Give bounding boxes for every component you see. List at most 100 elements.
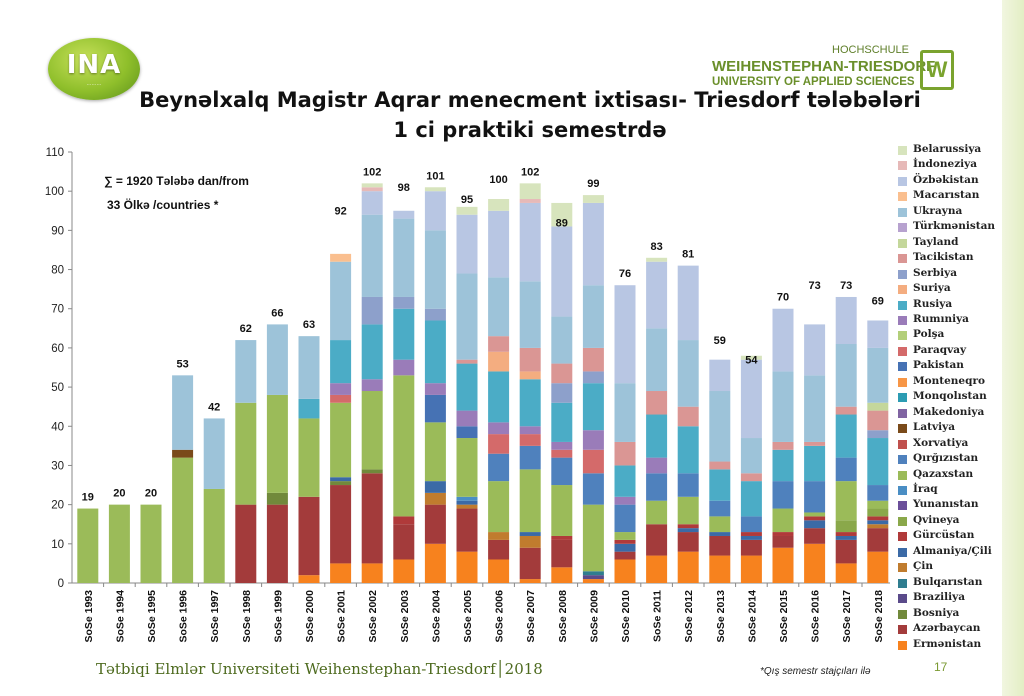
- bar-segment: [835, 296, 857, 344]
- legend-swatch: [898, 192, 907, 202]
- bar-total-label: 70: [777, 292, 789, 304]
- bar-segment: [424, 383, 446, 395]
- bar-segment: [677, 528, 699, 533]
- bar-segment: [582, 285, 604, 348]
- bar-segment: [740, 535, 762, 540]
- x-tick-label: SoSe 2009: [588, 590, 600, 643]
- legend-label: Bosniya: [913, 606, 960, 619]
- bar-segment: [424, 191, 446, 231]
- bar-segment: [456, 273, 478, 360]
- bar-segment: [614, 551, 636, 560]
- bar-segment: [804, 324, 826, 376]
- bar-total-label: 95: [461, 194, 473, 206]
- bar-segment: [740, 359, 762, 439]
- bar-segment: [488, 434, 510, 454]
- bar-segment: [835, 563, 857, 583]
- bar-segment: [677, 265, 699, 341]
- legend-label: İraq: [913, 482, 938, 495]
- bar-segment: [835, 532, 857, 536]
- bar-segment: [298, 336, 320, 399]
- bar-segment: [361, 296, 383, 325]
- y-tick-label: 70: [51, 304, 64, 316]
- bar-segment: [456, 214, 478, 274]
- bar-segment: [488, 210, 510, 278]
- y-tick-label: 90: [51, 225, 64, 237]
- legend-label: Polşa: [913, 328, 945, 341]
- bar-segment: [456, 359, 478, 364]
- bar-segment: [646, 257, 668, 262]
- bar-total-label: 98: [398, 182, 410, 194]
- bar-segment: [551, 402, 573, 442]
- bar-segment: [772, 371, 794, 442]
- bar-segment: [646, 457, 668, 474]
- legend-label: İndoneziya: [913, 158, 978, 171]
- bar-segment: [835, 535, 857, 540]
- countries-annotation: 33 Ölkə /countries *: [107, 198, 219, 212]
- bar-segment: [330, 563, 352, 583]
- legend-swatch: [898, 146, 907, 155]
- bar-segment: [867, 438, 889, 486]
- legend-swatch: [898, 455, 907, 465]
- bar-segment: [393, 516, 415, 525]
- bar-segment: [804, 481, 826, 513]
- bar-segment: [709, 391, 731, 462]
- bar-segment: [677, 473, 699, 497]
- bar-segment: [582, 449, 604, 474]
- slide-title-line-1: Beynəlxalq Magistr Aqrar menecment ixtis…: [139, 88, 921, 112]
- bar-segment: [551, 441, 573, 450]
- stacked-bar-chart: 0 10 20 30 40 50 60 70 80 90 100 110 19 SoSe 1993 20 So…: [45, 147, 890, 643]
- bar-segment: [740, 473, 762, 482]
- bar-total-label: 101: [426, 170, 444, 182]
- bar-segment: [709, 469, 731, 501]
- bar-segment: [424, 422, 446, 482]
- bar-segment: [393, 296, 415, 309]
- x-tick-label: SoSe 2000: [304, 590, 316, 643]
- bar-segment: [614, 532, 636, 540]
- bar-segment: [772, 308, 794, 372]
- y-tick-label: 30: [51, 460, 64, 472]
- bar-segment: [266, 324, 288, 395]
- bar-segment: [519, 371, 541, 380]
- bar-segment: [424, 320, 446, 384]
- bar-segment: [393, 359, 415, 376]
- bar-segment: [867, 500, 889, 509]
- bar-segment: [835, 406, 857, 415]
- legend-label: Rumıniya: [913, 312, 969, 325]
- x-tick-label: SoSe 2016: [810, 590, 822, 643]
- bar-segment: [456, 496, 478, 501]
- bar-segment: [614, 543, 636, 552]
- bar-segment: [361, 469, 383, 474]
- bar-segment: [804, 528, 826, 544]
- bar-segment: [361, 324, 383, 380]
- y-tick-label: 10: [51, 539, 64, 551]
- x-tick-label: SoSe 1997: [209, 590, 221, 643]
- bar-segment: [646, 555, 668, 583]
- bar-segment: [835, 343, 857, 407]
- bar-segment: [298, 496, 320, 576]
- footer-university: Tətbiqi Elmlər Universiteti Weihenstepha…: [96, 660, 543, 678]
- x-tick-label: SoSe 2002: [367, 590, 379, 643]
- bar-segment: [709, 500, 731, 517]
- legend-swatch: [898, 346, 907, 356]
- x-tick-label: SoSe 2004: [430, 590, 442, 643]
- legend-swatch: [898, 408, 907, 418]
- legend-label: Özbəkistan: [913, 173, 979, 186]
- bar-segment: [582, 195, 604, 203]
- logo-line-university: UNIVERSITY OF APPLIED SCIENCES: [712, 76, 915, 88]
- bar-segment: [456, 206, 478, 215]
- bar-segment: [393, 308, 415, 360]
- bar-segment: [266, 394, 288, 493]
- bar-segment: [677, 551, 699, 583]
- x-tick-label: SoSe 2006: [494, 590, 506, 643]
- bar-segment: [582, 383, 604, 431]
- bar-segment: [330, 485, 352, 564]
- footer-note: *Qış semestr stajçıları ilə: [760, 666, 871, 677]
- legend-label: Ermənistan: [913, 637, 982, 650]
- bar-total-label: 42: [208, 401, 220, 413]
- bar-segment: [330, 394, 352, 403]
- bar-total-label: 76: [619, 268, 631, 280]
- bar-segment: [488, 336, 510, 352]
- bar-segment: [614, 504, 636, 533]
- bar-segment: [488, 539, 510, 560]
- bar-segment: [519, 281, 541, 348]
